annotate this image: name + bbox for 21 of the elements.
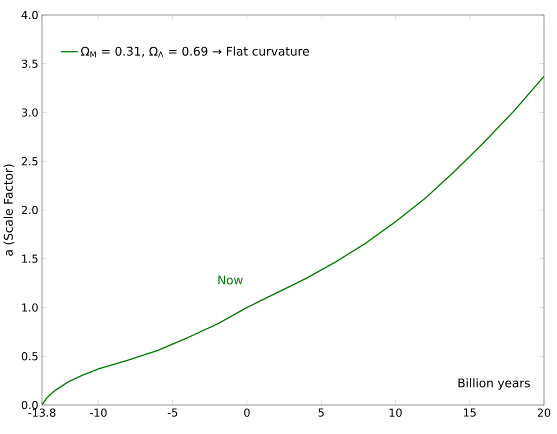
x-tick-label: 20 — [538, 408, 550, 417]
y-tick-label: 1.5 — [22, 254, 38, 263]
y-tick-label: 2.0 — [22, 206, 38, 214]
x-axis-title: Billion years — [458, 378, 530, 390]
legend-label: Ω$_{M}$ = 0.31, Ω$_{Λ}$ = 0.69 → Flat curvature — [80, 46, 309, 58]
x-tick-label: 15 — [464, 408, 476, 417]
x-tick-label: 0 — [244, 408, 250, 417]
y-tick-label: 3.0 — [22, 108, 38, 117]
y-tick-label: 0.0 — [22, 400, 38, 410]
y-tick-label: 2.5 — [22, 157, 38, 166]
y-tick-label: 4.0 — [22, 10, 38, 20]
x-tick-label: -5 — [168, 408, 178, 417]
x-tick-label: -13.8 — [28, 408, 56, 417]
x-tick-label: -10 — [90, 408, 107, 417]
x-tick-label: 10 — [390, 408, 402, 417]
y-tick-label: 0.5 — [22, 352, 38, 360]
annotation: Now — [218, 276, 243, 284]
y-tick-label: 3.5 — [22, 60, 38, 68]
y-axis-title: a (Scale Factor) — [4, 164, 14, 256]
y-tick-label: 1.0 — [22, 303, 38, 312]
x-tick-label: 5 — [318, 408, 324, 417]
